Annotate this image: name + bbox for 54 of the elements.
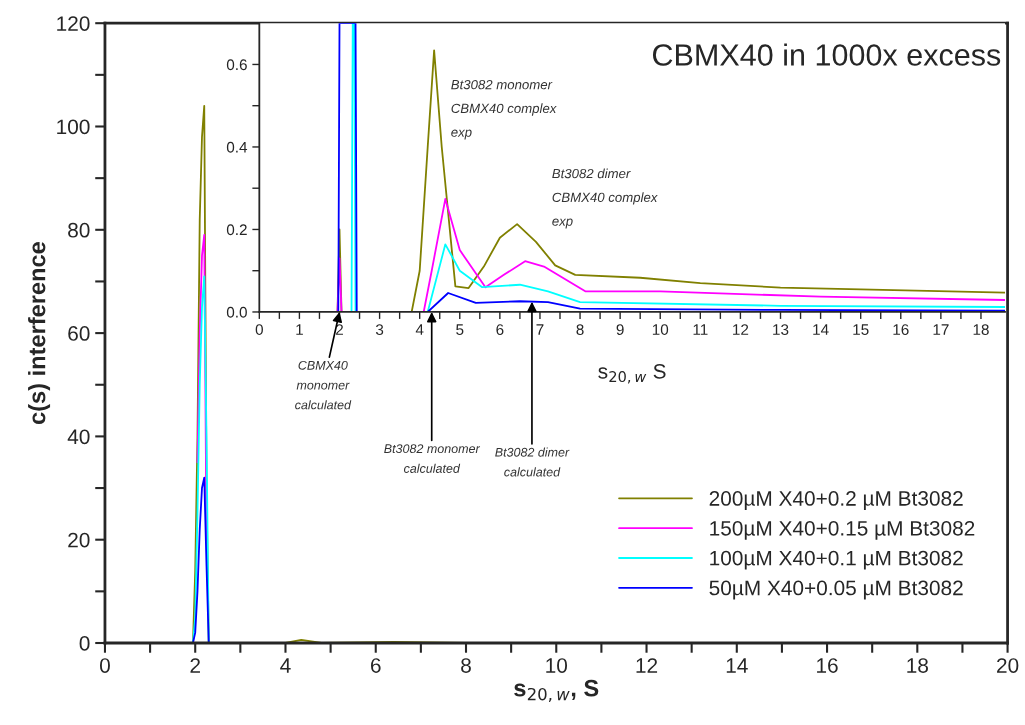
annotation: Bt3082 monomer CBMX40 complex exp [451,79,557,140]
y-tick-label: 80 [68,222,90,238]
x-tick-label: 0 [99,658,110,673]
x-tick-label: 4 [280,658,291,673]
annotation: Bt3082 monomer calculated [384,444,481,473]
x-tick-label: 14 [813,324,829,335]
x-tick-label: 9 [616,324,624,335]
y-tick-label: 120 [57,16,90,31]
x-axis-title: s$_{20,w}$, S [514,679,599,703]
x-tick-label: 2 [190,658,200,673]
x-tick-label: 18 [973,324,989,335]
y-tick-label: 100 [57,119,90,135]
x-axis-title: s$_{20,w}$ S [598,363,666,384]
legend-label: 100µM X40+0.1 µM Bt3082 [710,550,963,570]
x-tick-label: 16 [893,324,909,335]
text: CBMX40 in 1000x excess [652,43,1001,66]
x-tick-label: 2 [336,324,343,335]
y-tick-label: 0 [79,636,90,651]
x-tick-label: 1 [296,324,303,335]
annotation: Bt3082 dimer CBMX40 complex exp [552,168,658,229]
x-tick-label: 8 [576,324,584,335]
x-tick-label: 4 [415,324,424,335]
y-tick-label: 0.4 [226,141,248,153]
x-tick-label: 17 [933,324,949,335]
x-tick-label: 10 [652,324,669,335]
x-tick-label: 12 [733,324,749,335]
y-tick-label: 0.6 [226,59,247,71]
y-tick-label: 0.0 [226,306,247,318]
x-tick-label: 0 [255,324,263,335]
y-tick-label: 40 [67,429,90,445]
x-tick-label: 8 [461,658,471,673]
annotation: CBMX40 monomer calculated [295,360,352,410]
x-tick-label: 13 [773,324,789,335]
y-axis-title: c(s) interference [28,242,51,425]
x-tick-label: 14 [726,658,748,673]
x-tick-label: 6 [496,324,504,335]
x-tick-label: 10 [546,658,568,673]
annotation: Bt3082 dimer calculated [495,447,570,477]
x-tick-label: 16 [817,658,838,673]
x-tick-label: 15 [853,324,869,335]
y-tick-label: 20 [68,532,90,548]
x-tick-label: 7 [536,324,544,335]
y-tick-label: 60 [68,326,90,341]
x-tick-label: 12 [636,658,658,673]
x-tick-label: 5 [456,324,464,335]
x-tick-label: 18 [907,658,928,673]
legend-label: 200µM X40+0.2 µM Bt3082 [709,491,963,510]
legend-label: 150µM X40+0.15 µM Bt3082 [710,520,975,540]
y-tick-label: 0.2 [226,224,247,236]
x-tick-label: 3 [375,324,384,335]
x-tick-label: 6 [371,658,381,673]
legend-label: 50µM X40+0.05 µM Bt3082 [709,580,963,600]
x-tick-label: 11 [693,324,708,335]
x-tick-label: 20 [997,658,1019,673]
